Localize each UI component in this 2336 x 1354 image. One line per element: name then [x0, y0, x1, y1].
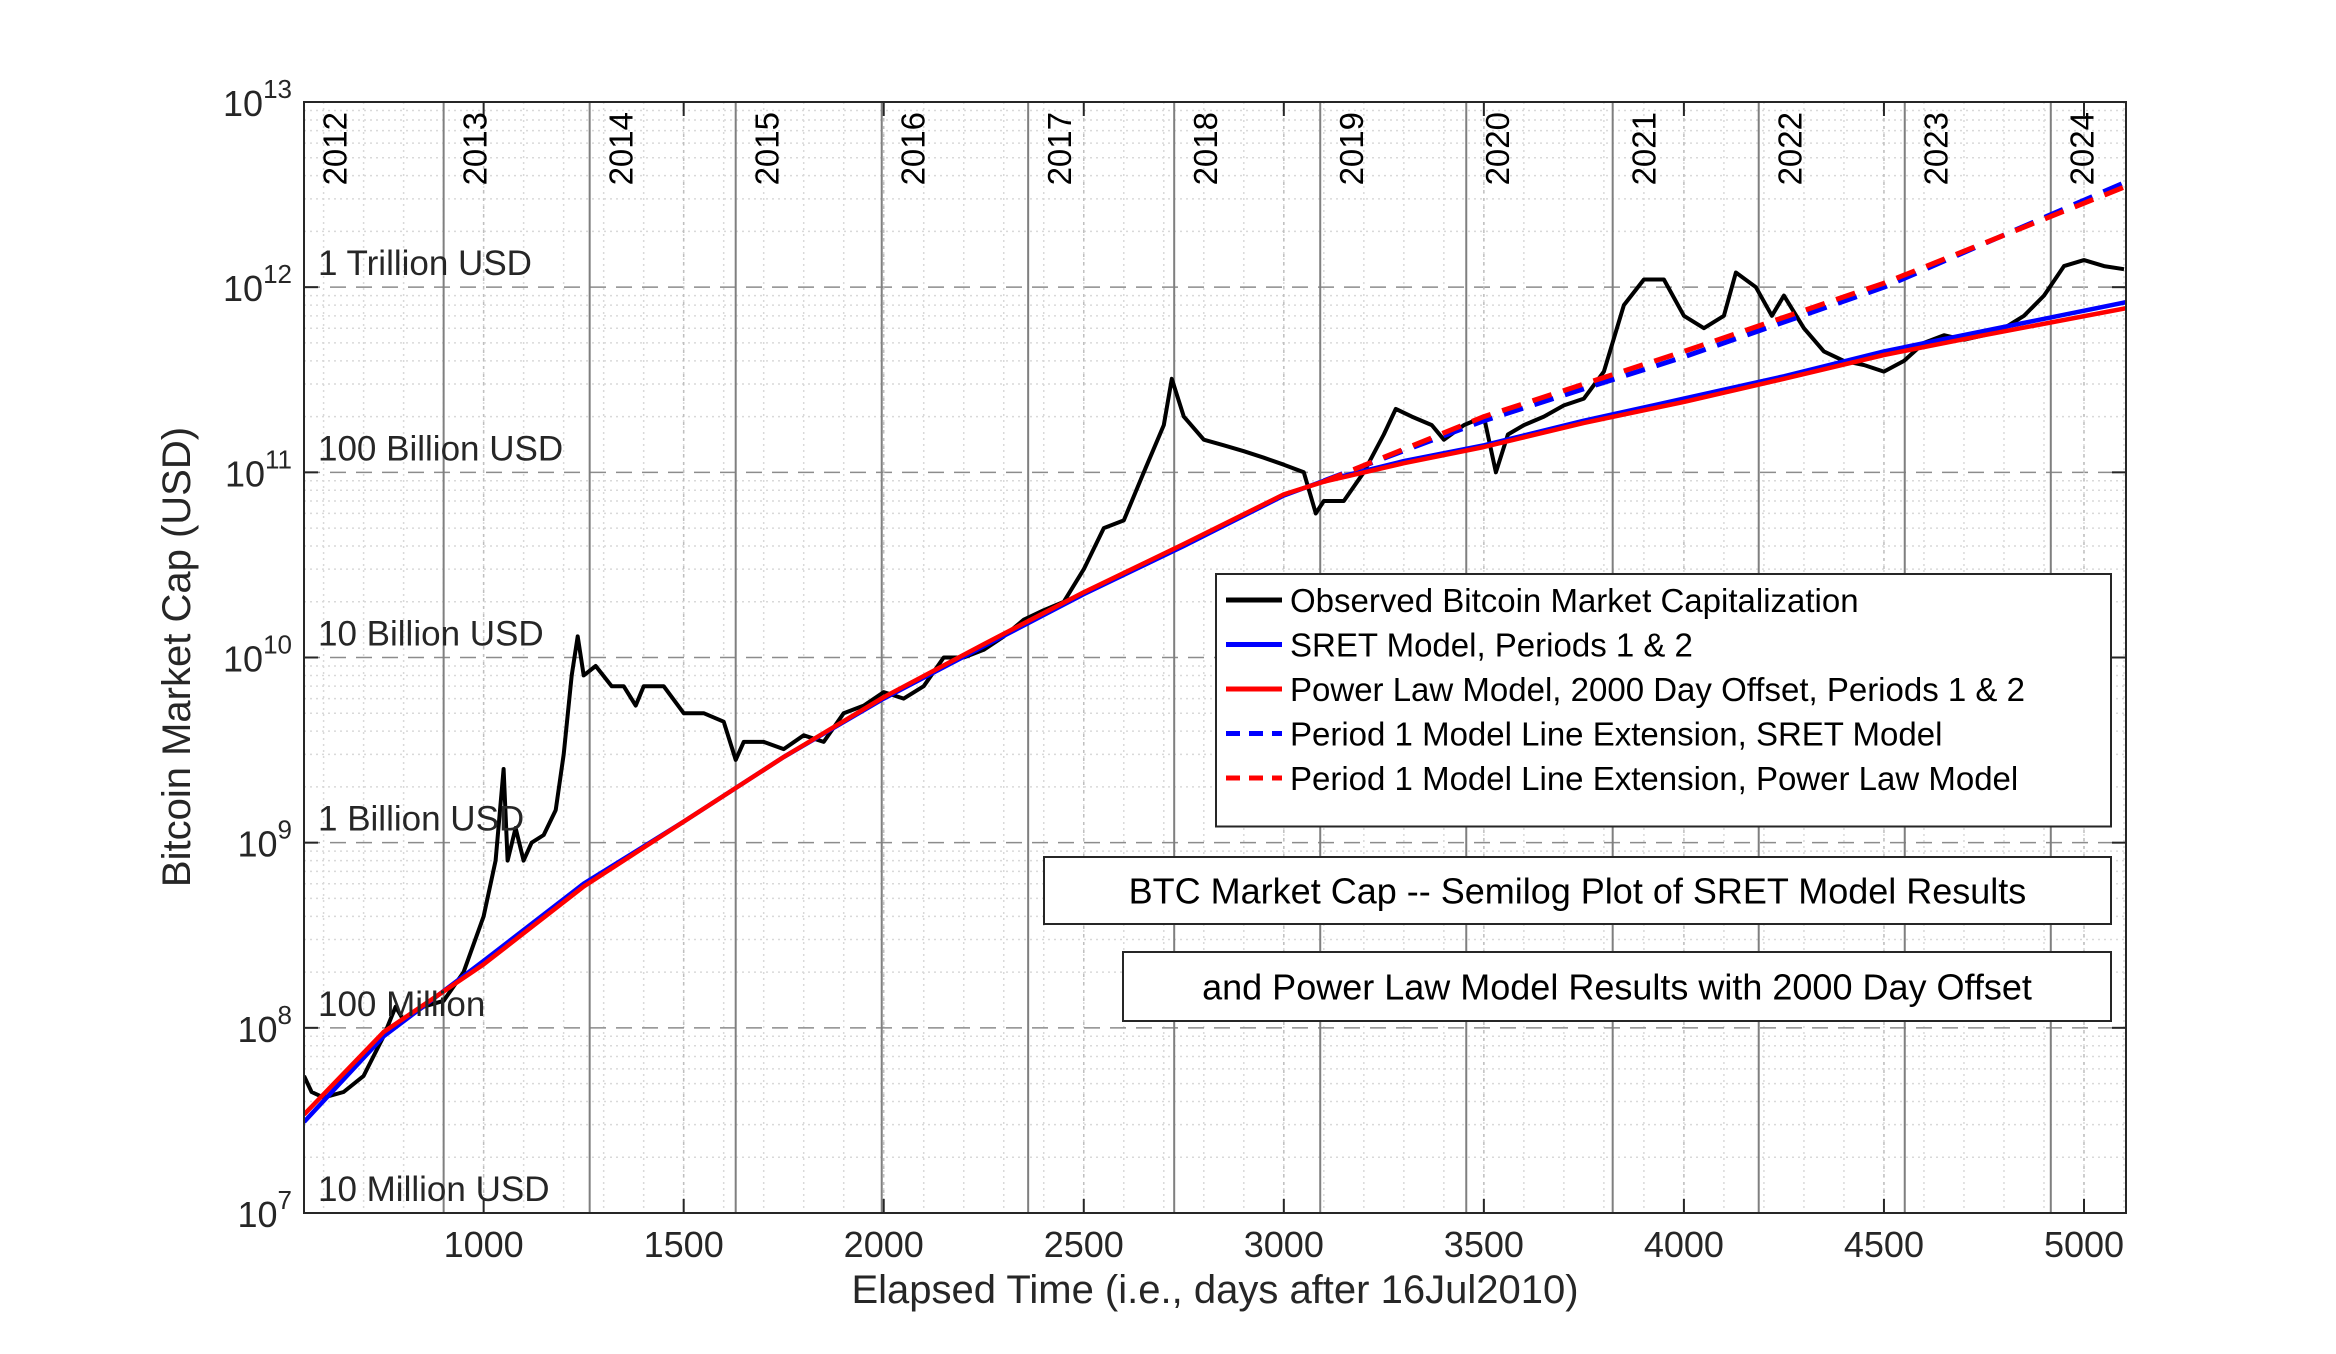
y-tick-label: 1013: [223, 74, 292, 124]
tick-exponent: 13: [263, 74, 292, 104]
x-axis-label: Elapsed Time (i.e., days after 16Jul2010…: [851, 1268, 1578, 1312]
x-tick-label: 4000: [1644, 1224, 1724, 1265]
legend-label: Period 1 Model Line Extension, Power Law…: [1290, 760, 2018, 797]
y-tick-label: 1012: [223, 259, 292, 309]
year-label: 2017: [1041, 112, 1078, 185]
tick-base: 10: [223, 639, 263, 680]
x-tick-label: 4500: [1844, 1224, 1924, 1265]
level-annotation: 10 Million USD: [318, 1170, 549, 1209]
text-box: [1122, 951, 2112, 1022]
y-axis-label: Bitcoin Market Cap (USD): [155, 427, 199, 887]
tick-exponent: 7: [278, 1185, 292, 1215]
series-line: [304, 258, 2125, 1100]
tick-exponent: 8: [278, 1000, 292, 1030]
legend-label: Observed Bitcoin Market Capitalization: [1290, 582, 1859, 619]
level-annotation: 1 Billion USD: [318, 800, 524, 839]
legend-label: Period 1 Model Line Extension, SRET Mode…: [1290, 716, 1942, 753]
series-line: [1322, 184, 2126, 485]
x-tick-label: 1000: [444, 1224, 524, 1265]
year-label: 2024: [2064, 112, 2101, 185]
tick-base: 10: [223, 268, 263, 309]
year-label: 2013: [456, 112, 493, 185]
year-label: 2015: [748, 112, 785, 185]
year-label: 2020: [1479, 112, 1516, 185]
x-tick-label: 2000: [844, 1224, 924, 1265]
series-line: [304, 305, 2126, 1117]
tick-base: 10: [237, 824, 277, 865]
year-label: 2021: [1625, 112, 1662, 185]
x-tick-label: 1500: [644, 1224, 724, 1265]
axes-box: [303, 101, 2127, 1214]
level-annotation: 100 Million: [318, 985, 485, 1024]
year-label: 2016: [894, 112, 931, 185]
x-tick-label: 5000: [2044, 1224, 2124, 1265]
plot-area: [304, 102, 2126, 1213]
x-tick-label: 3000: [1244, 1224, 1324, 1265]
tick-exponent: 12: [263, 259, 292, 289]
tick-base: 10: [237, 1009, 277, 1050]
tick-base: 10: [223, 83, 263, 124]
y-tick-label: 108: [237, 1000, 292, 1050]
level-annotation: 10 Billion USD: [318, 615, 544, 654]
text-box-label: BTC Market Cap -- Semilog Plot of SRET M…: [1129, 871, 2027, 912]
legend-box: [1215, 573, 2112, 828]
tick-exponent: 10: [263, 630, 292, 660]
x-tick-label: 3500: [1444, 1224, 1524, 1265]
legend-label: Power Law Model, 2000 Day Offset, Period…: [1290, 671, 2025, 708]
y-tick-label: 1010: [223, 630, 292, 680]
year-label: 2019: [1333, 112, 1370, 185]
tick-base: 10: [225, 453, 265, 494]
year-label: 2014: [602, 112, 639, 185]
tick-exponent: 11: [265, 444, 292, 474]
y-tick-label: 109: [237, 815, 292, 865]
year-label: 2012: [317, 112, 354, 185]
tick-base: 10: [237, 1194, 277, 1235]
tick-exponent: 9: [278, 815, 292, 845]
text-box: [1043, 856, 2112, 925]
level-annotation: 100 Billion USD: [318, 429, 563, 468]
y-tick-label: 1011: [225, 444, 292, 494]
x-tick-label: 2500: [1044, 1224, 1124, 1265]
y-tick-label: 107: [237, 1185, 292, 1235]
legend-label: SRET Model, Periods 1 & 2: [1290, 627, 1693, 664]
year-label: 2018: [1187, 112, 1224, 185]
level-annotation: 1 Trillion USD: [318, 244, 532, 283]
text-box-label: and Power Law Model Results with 2000 Da…: [1202, 967, 2032, 1008]
year-label: 2022: [1771, 112, 1808, 185]
year-label: 2023: [1917, 112, 1954, 185]
